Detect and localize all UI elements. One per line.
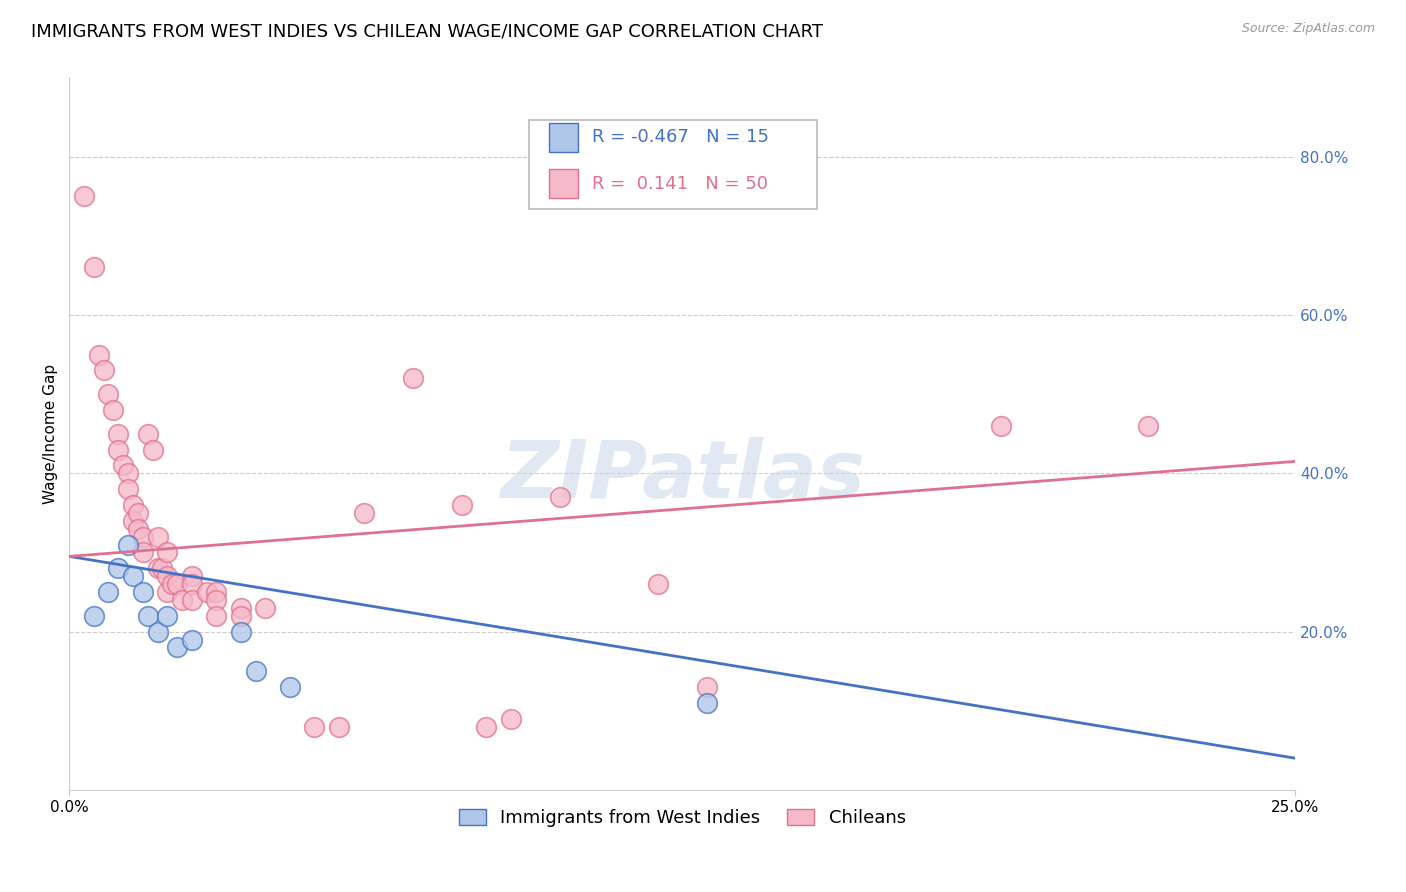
Point (229, 624, 252, 639)
Point (132, 585, 155, 599)
Point (87, 347, 110, 361)
Point (142, 442, 165, 457)
Point (107, 426, 129, 441)
Point (304, 720, 326, 734)
Point (245, 664, 267, 678)
Legend: Immigrants from West Indies, Chileans: Immigrants from West Indies, Chileans (451, 802, 914, 834)
Point (160, 577, 183, 591)
Point (117, 467, 139, 481)
Point (97, 585, 120, 599)
Point (117, 537, 139, 551)
Point (73, 189, 96, 203)
FancyBboxPatch shape (548, 169, 578, 198)
Y-axis label: Wage/Income Gap: Wage/Income Gap (44, 364, 58, 504)
Point (127, 522, 149, 536)
Point (152, 561, 174, 575)
Point (136, 426, 159, 441)
Point (229, 608, 252, 623)
Point (450, 498, 472, 512)
Text: R =  0.141   N = 50: R = 0.141 N = 50 (592, 175, 768, 193)
Point (83, 260, 105, 275)
Point (229, 600, 252, 615)
Point (103, 403, 125, 417)
Point (696, 696, 718, 710)
Text: IMMIGRANTS FROM WEST INDIES VS CHILEAN WAGE/INCOME GAP CORRELATION CHART: IMMIGRANTS FROM WEST INDIES VS CHILEAN W… (31, 22, 823, 40)
Point (112, 458, 135, 473)
Point (278, 680, 301, 694)
Point (122, 514, 145, 528)
Point (180, 569, 202, 583)
Point (205, 608, 228, 623)
Point (122, 569, 145, 583)
Point (127, 506, 149, 520)
Point (647, 577, 669, 591)
Text: R = -0.467   N = 15: R = -0.467 N = 15 (592, 128, 769, 146)
Point (166, 640, 188, 655)
Point (205, 593, 228, 607)
Point (156, 545, 179, 559)
Point (696, 680, 718, 694)
Point (195, 585, 218, 599)
Point (1137, 418, 1160, 433)
Point (499, 712, 522, 726)
Point (146, 561, 169, 575)
Point (136, 608, 159, 623)
Point (166, 577, 188, 591)
Point (146, 530, 169, 544)
Point (353, 506, 375, 520)
Point (328, 720, 350, 734)
Point (83, 608, 105, 623)
Point (548, 490, 571, 504)
FancyBboxPatch shape (548, 123, 578, 152)
Point (122, 498, 145, 512)
Point (93, 363, 115, 377)
Point (401, 371, 423, 385)
Point (156, 569, 179, 583)
FancyBboxPatch shape (529, 120, 817, 210)
Point (990, 418, 1012, 433)
Text: Source: ZipAtlas.com: Source: ZipAtlas.com (1241, 22, 1375, 36)
Point (180, 632, 202, 647)
Point (117, 482, 139, 496)
Point (132, 545, 155, 559)
Point (146, 624, 169, 639)
Point (156, 585, 179, 599)
Point (156, 608, 179, 623)
Point (132, 530, 155, 544)
Point (254, 600, 277, 615)
Point (107, 561, 129, 575)
Point (97, 387, 120, 401)
Point (205, 585, 228, 599)
Point (170, 593, 193, 607)
Point (180, 577, 202, 591)
Point (107, 442, 129, 457)
Point (180, 593, 202, 607)
Text: ZIPatlas: ZIPatlas (501, 437, 865, 516)
Point (475, 720, 498, 734)
